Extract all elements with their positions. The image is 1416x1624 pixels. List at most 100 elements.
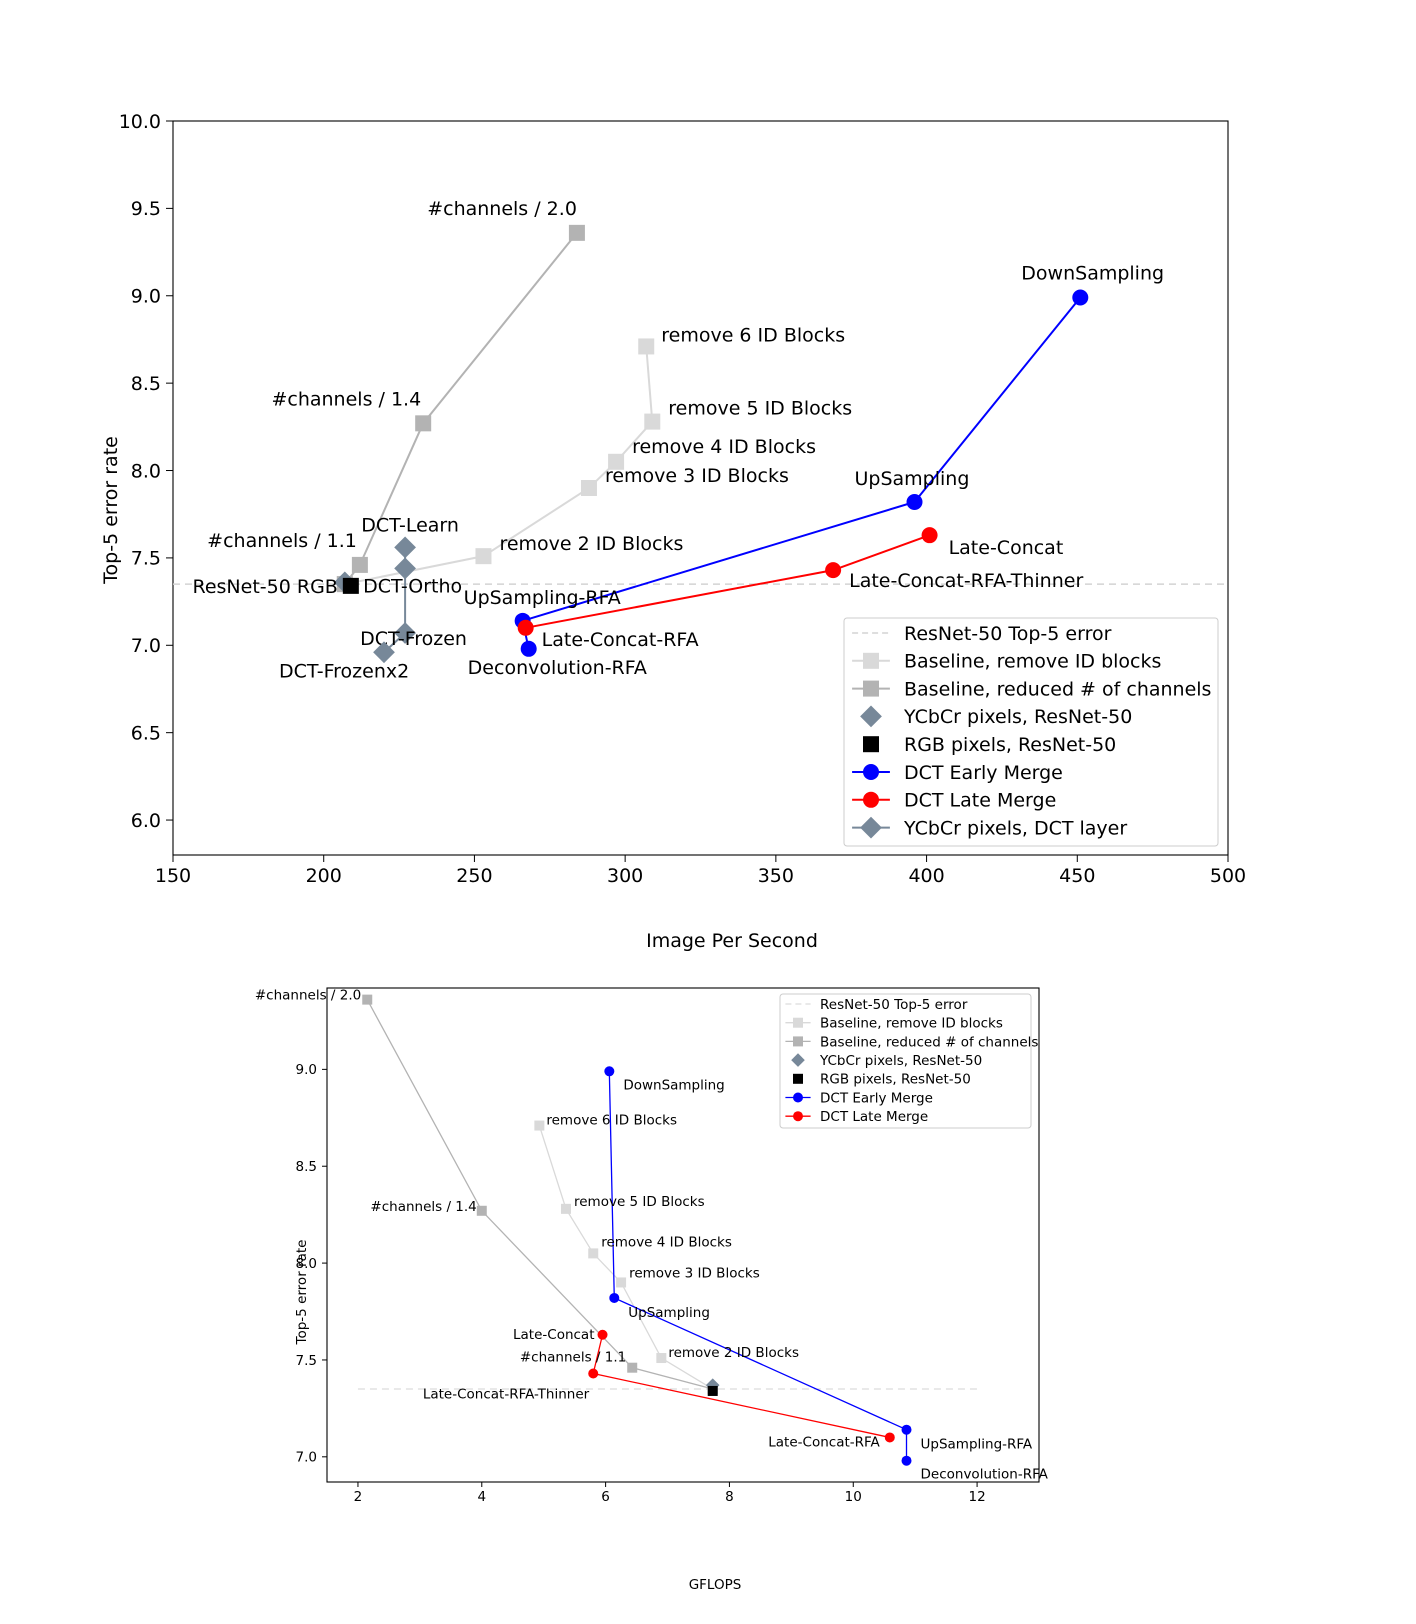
legend-entry-label: DCT Late Merge xyxy=(820,1109,928,1125)
point-baseline-remove-id-blocks xyxy=(616,1277,627,1288)
point-baseline-reduced-of-channels xyxy=(568,224,585,241)
y-tick-label: 7.0 xyxy=(296,1450,317,1466)
legend-marker xyxy=(863,764,879,780)
point-dct-late-merge xyxy=(588,1368,599,1379)
point-label: UpSampling xyxy=(628,1305,710,1321)
series-line-dct-early-merge xyxy=(608,1071,908,1461)
point-baseline-remove-id-blocks xyxy=(644,413,661,430)
point-baseline-reduced-of-channels xyxy=(476,1205,487,1216)
legend-entry-label: ResNet-50 Top-5 error xyxy=(904,623,1112,645)
y-tick-label: 7.0 xyxy=(131,635,161,657)
y-tick-label: 8.0 xyxy=(131,460,161,482)
point-label: Late-Concat-RFA xyxy=(768,1434,880,1450)
y-axis-label: Top-5 error rate xyxy=(100,436,122,585)
point-label: remove 6 ID Blocks xyxy=(661,324,845,346)
legend-frame xyxy=(843,617,1219,847)
point-label: Late-Concat-RFA-Thinner xyxy=(849,570,1083,592)
point-label: DownSampling xyxy=(623,1077,724,1093)
point-rgb-pixels-resnet-50 xyxy=(342,577,359,594)
point-label: DCT-Frozenx2 xyxy=(279,660,409,682)
plot-frame xyxy=(326,987,1040,1483)
point-dct-early-merge xyxy=(604,1066,615,1077)
legend-entry-label: DCT Late Merge xyxy=(904,790,1056,812)
point-label: #channels / 2.0 xyxy=(427,198,577,220)
y-tick-label: 10.0 xyxy=(119,111,161,133)
chart-gflops-vs-error: 2 4 6 8 10 12 7.0 7.5 8.0 8.5 9.0 remove 2 ID Block… xyxy=(255,987,1049,1593)
legend-marker xyxy=(793,1073,803,1084)
legend-marker xyxy=(863,791,879,808)
point-baseline-reduced-of-channels xyxy=(415,415,432,432)
legend-entry-label: YCbCr pixels, DCT layer xyxy=(903,817,1127,839)
legend-marker xyxy=(791,1053,805,1067)
point-label: DCT-Frozen xyxy=(360,628,467,650)
legend-entry-label: Baseline, reduced # of channels xyxy=(904,678,1211,700)
point-label: Late-Concat xyxy=(949,537,1064,559)
x-axis-label: GFLOPS xyxy=(689,1577,742,1593)
point-label: #channels / 2.0 xyxy=(255,988,361,1004)
point-label: remove 3 ID Blocks xyxy=(629,1265,760,1281)
point-ycbcr-pixels-dct-layer xyxy=(394,557,416,580)
legend-entry-label: YCbCr pixels, ResNet-50 xyxy=(903,706,1132,728)
point-label: Deconvolution-RFA xyxy=(468,657,647,679)
point-dct-early-merge xyxy=(609,1292,620,1303)
legend-entry-label: DCT Early Merge xyxy=(904,762,1063,784)
legend: ResNet-50 Top-5 error Baseline, remove ID… xyxy=(779,993,1038,1129)
legend-entry-label: Baseline, remove ID blocks xyxy=(904,651,1161,673)
x-tick-label: 450 xyxy=(1059,865,1095,887)
point-label: DownSampling xyxy=(1021,263,1164,285)
y-tick-label: 8.5 xyxy=(131,373,161,395)
point-dct-late-merge xyxy=(825,562,842,579)
y-tick-label: 6.5 xyxy=(131,723,161,745)
point-label: remove 2 ID Blocks xyxy=(499,533,683,555)
point-dct-late-merge xyxy=(921,527,938,544)
x-tick-label: 400 xyxy=(908,865,944,887)
legend-entry-label: YCbCr pixels, ResNet-50 xyxy=(819,1053,982,1069)
plot-frame xyxy=(172,120,1229,856)
point-ycbcr-pixels-dct-layer xyxy=(373,641,395,664)
legend-entry-label: RGB pixels, ResNet-50 xyxy=(904,734,1116,756)
point-label: remove 5 ID Blocks xyxy=(574,1194,705,1210)
point-baseline-remove-id-blocks xyxy=(638,338,655,355)
point-baseline-remove-id-blocks xyxy=(475,548,492,565)
x-tick-label: 8 xyxy=(725,1489,734,1505)
point-label: #channels / 1.1 xyxy=(520,1350,626,1366)
point-baseline-remove-id-blocks xyxy=(656,1353,667,1364)
point-label: UpSampling-RFA xyxy=(921,1437,1033,1453)
legend-frame xyxy=(779,993,1032,1129)
y-tick-label: 8.5 xyxy=(296,1159,317,1175)
y-axis-label: Top-5 error rate xyxy=(294,1240,310,1346)
legend-marker xyxy=(793,1017,803,1028)
y-tick-label: 7.5 xyxy=(131,548,161,570)
series-line-baseline-remove-id-blocks xyxy=(344,346,654,586)
legend-entry-label: Baseline, reduced # of channels xyxy=(820,1034,1038,1050)
point-label: remove 6 ID Blocks xyxy=(546,1113,677,1129)
x-tick-label: 2 xyxy=(354,1489,363,1505)
x-tick-label: 300 xyxy=(607,865,643,887)
legend-marker xyxy=(863,652,879,669)
point-label: remove 2 ID Blocks xyxy=(668,1345,799,1361)
point-rgb-pixels-resnet-50 xyxy=(707,1385,718,1396)
x-tick-label: 12 xyxy=(968,1489,985,1505)
y-tick-label: 9.5 xyxy=(131,198,161,220)
point-label: #channels / 1.4 xyxy=(271,388,421,410)
x-tick-label: 10 xyxy=(845,1489,862,1505)
legend: ResNet-50 Top-5 error Baseline, remove ID… xyxy=(843,617,1219,847)
x-tick-label: 4 xyxy=(477,1489,486,1505)
point-baseline-remove-id-blocks xyxy=(534,1120,545,1131)
legend-marker xyxy=(863,736,879,753)
point-label: Late-Concat xyxy=(513,1327,595,1343)
point-dct-early-merge xyxy=(906,493,923,510)
point-label: ResNet-50 RGB xyxy=(193,576,338,598)
series-line-baseline-reduced-of-channels xyxy=(366,999,713,1390)
x-tick-label: 350 xyxy=(758,865,794,887)
point-label: #channels / 1.1 xyxy=(207,530,357,552)
point-dct-late-merge xyxy=(597,1329,608,1340)
point-baseline-remove-id-blocks xyxy=(560,1203,571,1214)
point-baseline-remove-id-blocks xyxy=(588,1248,599,1259)
point-label: remove 4 ID Blocks xyxy=(632,436,816,458)
point-baseline-reduced-of-channels xyxy=(627,1362,638,1373)
legend-entry-label: RGB pixels, ResNet-50 xyxy=(820,1072,971,1088)
point-label: remove 5 ID Blocks xyxy=(668,398,852,420)
x-tick-label: 250 xyxy=(456,865,492,887)
